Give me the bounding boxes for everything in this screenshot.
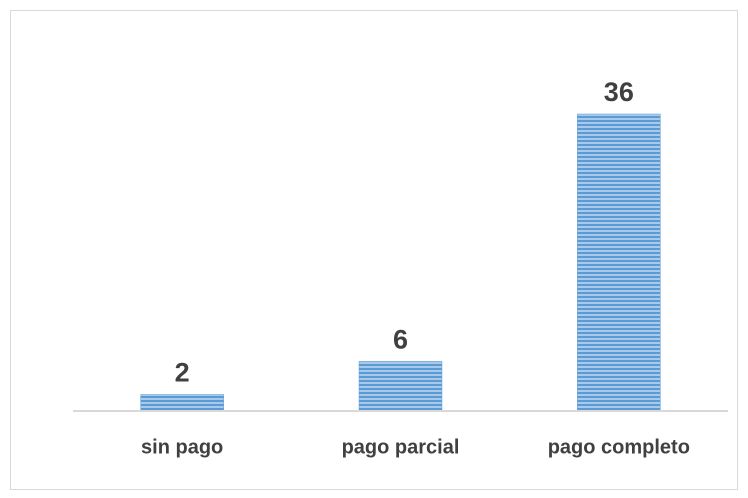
data-label: 2: [175, 358, 190, 388]
x-tick-label: pago completo: [548, 436, 690, 458]
x-tick-label: pago parcial: [342, 436, 460, 458]
bar: [577, 113, 661, 412]
data-label: 6: [393, 325, 408, 355]
bar: [140, 394, 224, 412]
bar: [358, 361, 443, 412]
data-label: 36: [604, 77, 634, 107]
x-tick-label: sin pago: [141, 436, 223, 458]
